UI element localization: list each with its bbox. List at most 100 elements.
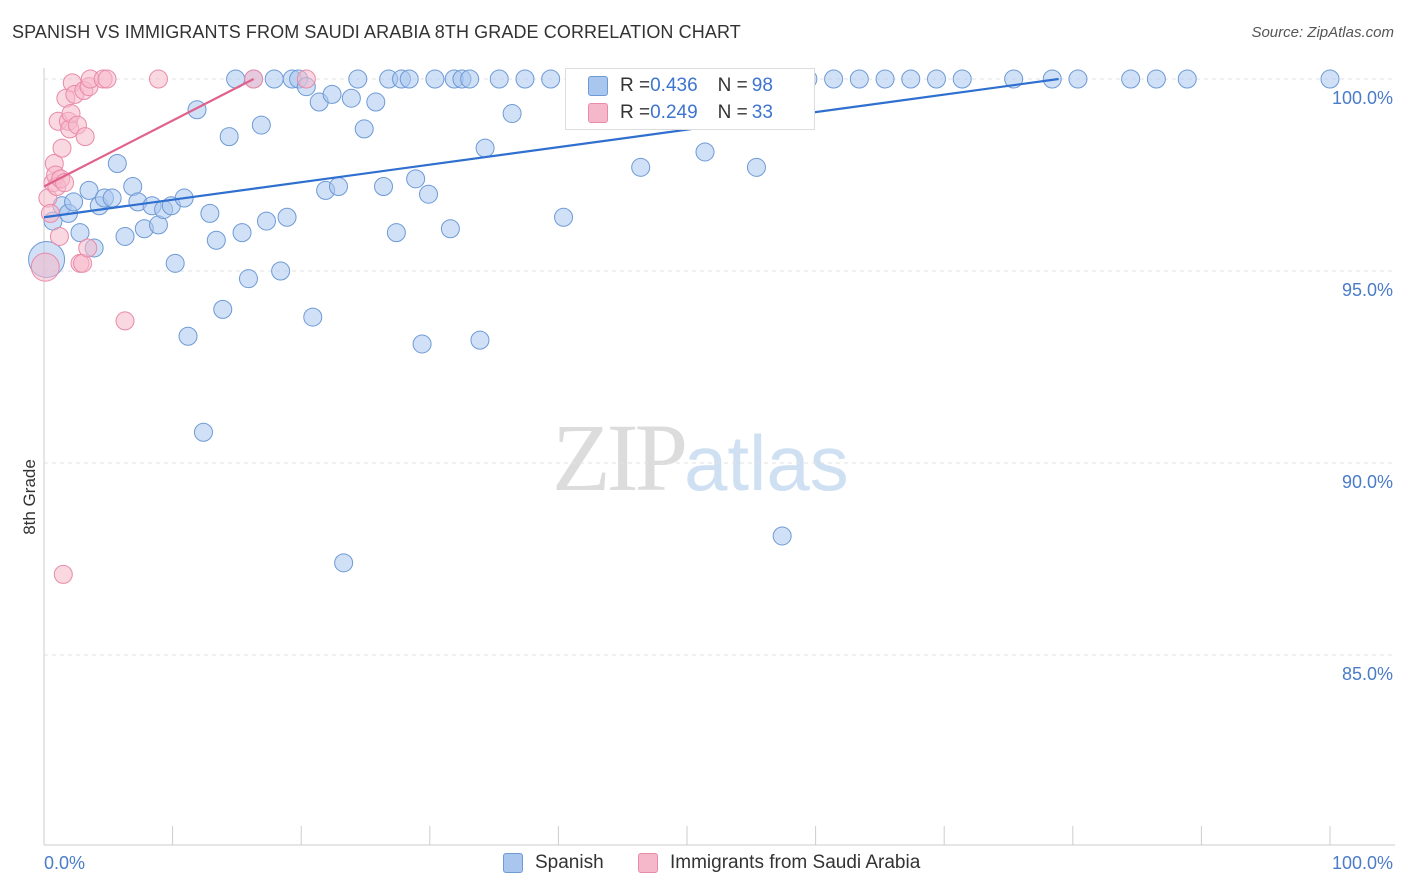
spanish-point: [425, 69, 445, 89]
watermark-zip: ZIP: [552, 404, 688, 511]
spanish-point: [322, 84, 342, 104]
source-label: Source: ZipAtlas.com: [1251, 24, 1394, 41]
spanish-point: [328, 177, 348, 197]
trend-lines: [43, 77, 1059, 219]
spanish-point: [515, 69, 535, 89]
spanish-trend-line: [43, 77, 1059, 219]
spanish-swatch: [588, 76, 608, 96]
spanish-point: [219, 127, 239, 147]
n-label: N =: [717, 102, 748, 123]
stats-row-saudi: R = 0.249 N = 33: [588, 102, 773, 124]
spanish-point: [875, 69, 895, 89]
spanish-point: [374, 177, 394, 197]
saudi-point: [97, 69, 117, 89]
spanish-point: [460, 69, 480, 89]
saudi-point: [49, 226, 69, 246]
saudi-point: [148, 69, 168, 89]
saudi-point: [296, 69, 316, 89]
y-tick-label: 100.0%: [1332, 88, 1393, 108]
legend-item-spanish[interactable]: Spanish: [503, 852, 604, 874]
stats-legend: R = 0.436 N = 98 R = 0.249 N = 33: [565, 68, 815, 130]
spanish-point: [193, 422, 213, 442]
spanish-point: [1146, 69, 1166, 89]
saudi-point: [115, 311, 135, 331]
spanish-point: [102, 188, 122, 208]
saudi-point: [52, 138, 72, 158]
spanish-point: [79, 180, 99, 200]
saudi-swatch: [588, 103, 608, 123]
spanish-point: [412, 334, 432, 354]
legend-label-saudi: Immigrants from Saudi Arabia: [670, 852, 921, 873]
spanish-point: [631, 157, 651, 177]
spanish-point: [271, 261, 291, 281]
spanish-point: [952, 69, 972, 89]
spanish-point: [554, 207, 574, 227]
n-label: N =: [717, 75, 748, 96]
saudi-point: [78, 238, 98, 258]
r-label: R =: [620, 75, 651, 96]
spanish-point: [419, 184, 439, 204]
spanish-points: [28, 69, 1340, 573]
spanish-point: [70, 223, 90, 243]
legend-label-spanish: Spanish: [535, 852, 604, 873]
spanish-point: [901, 69, 921, 89]
saudi-points: [30, 69, 316, 584]
spanish-point: [475, 138, 495, 158]
tick-labels: 100.0% 95.0% 90.0% 85.0% 0.0% 100.0%: [44, 88, 1393, 873]
spanish-point: [251, 115, 271, 135]
spanish-point: [348, 69, 368, 89]
legend-item-saudi[interactable]: Immigrants from Saudi Arabia: [638, 852, 920, 874]
saudi-trend-line: [43, 78, 255, 188]
spanish-point: [232, 223, 252, 243]
spanish-point: [64, 192, 84, 212]
x-tick-label: 100.0%: [1332, 853, 1393, 873]
spanish-point: [178, 326, 198, 346]
spanish-point: [256, 211, 276, 231]
spanish-legend-swatch: [503, 853, 523, 873]
y-tick-label: 95.0%: [1342, 280, 1393, 300]
y-tick-label: 90.0%: [1342, 472, 1393, 492]
saudi-point: [40, 203, 60, 223]
spanish-point: [746, 157, 766, 177]
spanish-point: [264, 69, 284, 89]
spanish-point: [1068, 69, 1088, 89]
spanish-point: [440, 219, 460, 239]
spanish-point: [213, 299, 233, 319]
spanish-point: [187, 100, 207, 120]
spanish-point: [277, 207, 297, 227]
spanish-point: [541, 69, 561, 89]
spanish-point: [386, 223, 406, 243]
spanish-point: [303, 307, 323, 327]
spanish-point: [1121, 69, 1141, 89]
n-value: 33: [751, 102, 773, 123]
gridlines: [44, 78, 1395, 656]
spanish-point: [824, 69, 844, 89]
n-value: 98: [751, 75, 773, 96]
spanish-point: [366, 92, 386, 112]
spanish-point: [470, 330, 490, 350]
spanish-point: [1320, 69, 1340, 89]
spanish-point: [1177, 69, 1197, 89]
spanish-point: [926, 69, 946, 89]
spanish-point: [695, 142, 715, 162]
spanish-point: [502, 104, 522, 124]
spanish-point: [107, 153, 127, 173]
spanish-point: [399, 69, 419, 89]
r-label: R =: [620, 102, 651, 123]
spanish-point: [849, 69, 869, 89]
y-axis-label: 8th Grade: [20, 459, 39, 535]
spanish-point: [334, 553, 354, 573]
spanish-point: [115, 226, 135, 246]
r-value: 0.436: [650, 75, 698, 96]
spanish-point: [772, 526, 792, 546]
saudi-point: [75, 127, 95, 147]
x-tick-label: 0.0%: [44, 853, 85, 873]
saudi-point: [53, 564, 73, 584]
r-value: 0.249: [650, 102, 698, 123]
stats-row-spanish: R = 0.436 N = 98: [588, 75, 773, 97]
spanish-point: [165, 253, 185, 273]
spanish-point: [238, 269, 258, 289]
y-tick-label: 85.0%: [1342, 664, 1393, 684]
chart-title: SPANISH VS IMMIGRANTS FROM SAUDI ARABIA …: [12, 22, 741, 42]
